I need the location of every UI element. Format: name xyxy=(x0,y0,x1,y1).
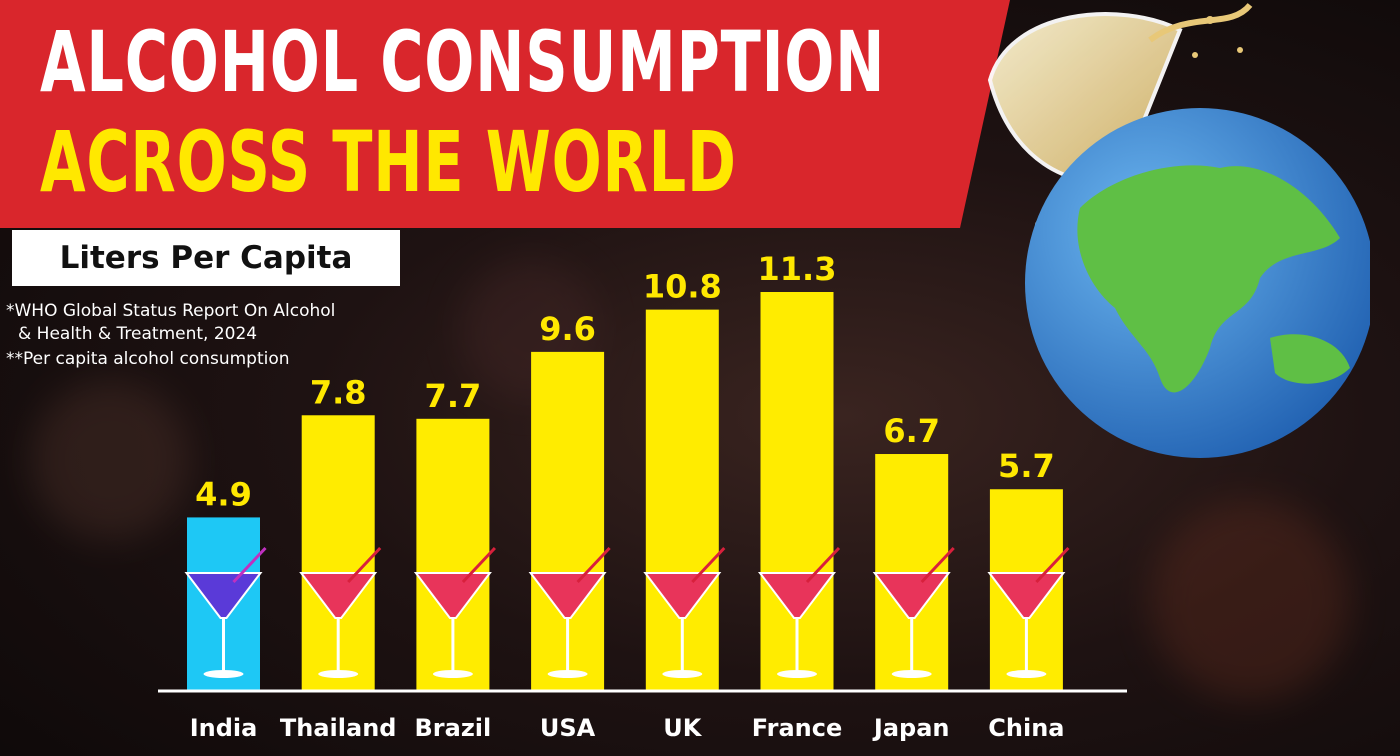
data-label: 11.3 xyxy=(758,250,837,288)
cocktail-glass-icon xyxy=(987,546,1070,678)
data-label: 4.9 xyxy=(195,475,252,513)
cocktail-glass-icon xyxy=(413,546,496,678)
chart-title-accent: ACROSS THE WORLD xyxy=(40,113,737,211)
x-tick-label: Japan xyxy=(872,714,950,742)
chart-title: ALCOHOL CONSUMPTION xyxy=(40,13,886,111)
source-note-continued: & Health & Treatment, 2024 xyxy=(18,324,258,344)
data-label: 7.7 xyxy=(425,377,482,415)
x-tick-label: USA xyxy=(540,714,596,742)
x-tick-label: Thailand xyxy=(280,714,397,742)
title-banner: ALCOHOL CONSUMPTION ACROSS THE WORLD xyxy=(0,0,1010,228)
data-label: 7.8 xyxy=(310,373,367,411)
x-tick-label: China xyxy=(988,714,1064,742)
cocktail-glass-icon xyxy=(184,546,267,678)
source-note: *WHO Global Status Report On Alcohol xyxy=(6,301,336,321)
bokeh-light xyxy=(1150,500,1350,700)
data-label: 6.7 xyxy=(883,412,940,450)
x-tick-label: France xyxy=(752,714,842,742)
cocktail-glass-icon xyxy=(872,546,955,678)
data-label: 5.7 xyxy=(998,447,1055,485)
globe-icon xyxy=(1025,108,1370,458)
x-tick-label: India xyxy=(190,714,258,742)
data-label: 10.8 xyxy=(643,268,722,306)
cocktail-glass-icon xyxy=(528,546,611,678)
cocktail-glass-icon xyxy=(757,546,841,678)
cocktail-glass-icon xyxy=(299,546,382,678)
bokeh-light xyxy=(30,380,190,540)
x-tick-label: Brazil xyxy=(415,714,492,742)
x-tick-label: UK xyxy=(663,714,702,742)
cocktail-glass-icon xyxy=(643,546,726,678)
footnote: **Per capita alcohol consumption xyxy=(6,349,290,369)
data-label: 9.6 xyxy=(539,310,596,348)
chart-subtitle: Liters Per Capita xyxy=(12,230,400,286)
